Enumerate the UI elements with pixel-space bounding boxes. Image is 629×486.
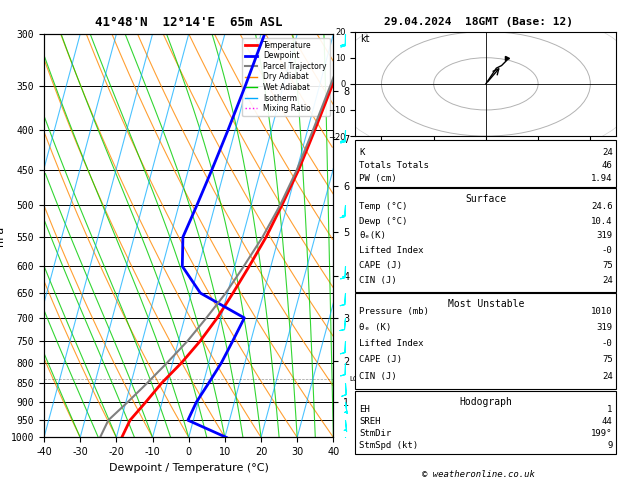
- Y-axis label: km
ASL: km ASL: [355, 226, 377, 245]
- Text: -0: -0: [602, 246, 613, 255]
- Text: Most Unstable: Most Unstable: [448, 299, 524, 309]
- Text: StmSpd (kt): StmSpd (kt): [359, 441, 418, 451]
- Text: θₑ (K): θₑ (K): [359, 323, 391, 332]
- Text: -0: -0: [602, 339, 613, 348]
- Legend: Temperature, Dewpoint, Parcel Trajectory, Dry Adiabat, Wet Adiabat, Isotherm, Mi: Temperature, Dewpoint, Parcel Trajectory…: [242, 38, 330, 116]
- Text: 1010: 1010: [591, 307, 613, 316]
- Text: 319: 319: [596, 323, 613, 332]
- Text: kt: kt: [360, 34, 370, 44]
- Text: 199°: 199°: [591, 429, 613, 438]
- Text: PW (cm): PW (cm): [359, 174, 397, 183]
- Text: 10.4: 10.4: [591, 217, 613, 226]
- Text: Dewp (°C): Dewp (°C): [359, 217, 408, 226]
- Text: 319: 319: [596, 231, 613, 241]
- Text: Lifted Index: Lifted Index: [359, 339, 424, 348]
- Text: 24.6: 24.6: [591, 202, 613, 211]
- Text: © weatheronline.co.uk: © weatheronline.co.uk: [421, 469, 535, 479]
- Text: CAPE (J): CAPE (J): [359, 261, 402, 270]
- Text: CAPE (J): CAPE (J): [359, 355, 402, 364]
- Text: LCL: LCL: [350, 376, 362, 382]
- Text: SREH: SREH: [359, 417, 381, 426]
- Text: EH: EH: [359, 405, 370, 414]
- Text: Temp (°C): Temp (°C): [359, 202, 408, 211]
- Text: 75: 75: [602, 261, 613, 270]
- Text: 75: 75: [602, 355, 613, 364]
- X-axis label: Dewpoint / Temperature (°C): Dewpoint / Temperature (°C): [109, 463, 269, 473]
- Text: CIN (J): CIN (J): [359, 276, 397, 285]
- Text: 24: 24: [602, 148, 613, 157]
- Text: 24: 24: [602, 372, 613, 381]
- Text: 44: 44: [602, 417, 613, 426]
- Text: Lifted Index: Lifted Index: [359, 246, 424, 255]
- Text: K: K: [359, 148, 365, 157]
- Text: 46: 46: [602, 161, 613, 170]
- Title: 41°48'N  12°14'E  65m ASL: 41°48'N 12°14'E 65m ASL: [95, 16, 282, 29]
- Text: 1: 1: [607, 405, 613, 414]
- Text: CIN (J): CIN (J): [359, 372, 397, 381]
- Text: Surface: Surface: [465, 194, 506, 204]
- Text: Hodograph: Hodograph: [459, 397, 513, 407]
- Text: θₑ(K): θₑ(K): [359, 231, 386, 241]
- Text: 9: 9: [607, 441, 613, 451]
- Text: 24: 24: [602, 276, 613, 285]
- Text: Totals Totals: Totals Totals: [359, 161, 429, 170]
- Text: Pressure (mb): Pressure (mb): [359, 307, 429, 316]
- Text: 1.94: 1.94: [591, 174, 613, 183]
- Text: StmDir: StmDir: [359, 429, 391, 438]
- Y-axis label: hPa: hPa: [0, 226, 5, 246]
- Text: 29.04.2024  18GMT (Base: 12): 29.04.2024 18GMT (Base: 12): [384, 17, 572, 27]
